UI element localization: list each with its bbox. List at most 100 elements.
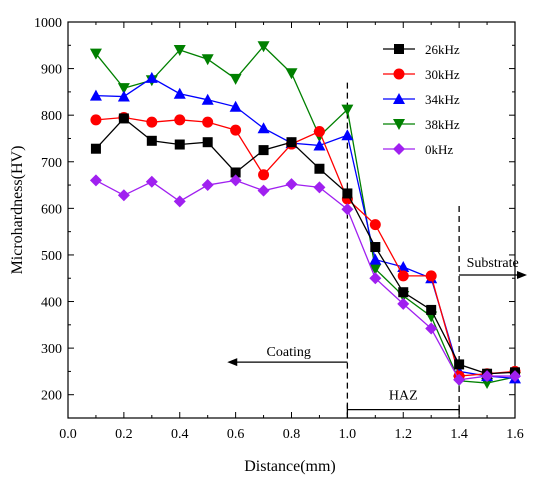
- y-tick-label: 1000: [34, 16, 62, 31]
- data-point-38kHz: [173, 44, 186, 56]
- legend-label: 38kHz: [425, 117, 460, 132]
- x-tick-label: 0.0: [59, 427, 77, 442]
- series-line-26kHz: [95, 117, 516, 375]
- data-point-0kHz: [453, 373, 466, 386]
- data-point-26kHz: [90, 143, 101, 154]
- data-point-38kHz: [89, 48, 102, 60]
- data-point-30kHz: [369, 219, 381, 231]
- data-point-26kHz: [286, 137, 297, 148]
- coating-arrow-head: [227, 358, 238, 367]
- data-point-38kHz: [201, 54, 214, 66]
- data-point-26kHz: [426, 304, 437, 315]
- data-point-38kHz: [341, 104, 354, 116]
- data-point-26kHz: [454, 359, 465, 370]
- x-tick-label: 1.6: [506, 427, 524, 442]
- data-point-34kHz: [229, 100, 242, 112]
- series-line-38kHz: [95, 45, 516, 384]
- data-point-34kHz: [117, 90, 130, 102]
- series-line-0kHz: [95, 179, 515, 381]
- data-point-26kHz: [314, 163, 325, 174]
- data-point-34kHz: [341, 129, 354, 141]
- legend-marker: [393, 143, 405, 155]
- annotation-layer: Coating Substrate HAZ: [227, 82, 527, 418]
- legend-item-0kHz: 0kHz: [383, 142, 453, 157]
- series-30kHz: [90, 112, 521, 382]
- legend-item-30kHz: 30kHz: [383, 67, 460, 82]
- data-point-0kHz: [397, 297, 410, 310]
- data-point-26kHz: [342, 188, 353, 199]
- data-point-34kHz: [201, 93, 214, 105]
- data-point-30kHz: [90, 114, 102, 126]
- data-point-0kHz: [257, 184, 270, 197]
- legend-marker: [393, 68, 405, 80]
- axes-layer: 0.0 0.2 0.4 0.6 0.8 1.0 1.2 1.4 1.6 200 300 400 500 6…: [34, 16, 524, 442]
- y-tick-label: 700: [41, 156, 62, 171]
- data-point-30kHz: [146, 116, 158, 128]
- data-point-0kHz: [285, 178, 298, 191]
- legend-marker: [393, 119, 405, 130]
- data-point-0kHz: [89, 174, 102, 187]
- data-point-0kHz: [481, 370, 494, 383]
- x-tick-label: 0.8: [283, 427, 301, 442]
- coating-label: Coating: [267, 345, 311, 360]
- data-point-30kHz: [174, 114, 186, 126]
- data-point-0kHz: [201, 179, 214, 192]
- legend-label: 34kHz: [425, 92, 460, 107]
- data-point-34kHz: [89, 89, 102, 101]
- legend-marker: [393, 93, 405, 104]
- legend-label: 26kHz: [425, 42, 460, 57]
- y-tick-label: 800: [41, 109, 62, 124]
- x-tick-label: 0.4: [171, 427, 189, 442]
- data-point-0kHz: [145, 175, 158, 188]
- data-point-0kHz: [509, 370, 521, 383]
- x-tick-label: 0.6: [227, 427, 245, 442]
- substrate-arrow-head: [517, 270, 527, 279]
- data-point-34kHz: [313, 139, 326, 151]
- data-point-34kHz: [369, 253, 382, 265]
- y-tick-label: 200: [41, 389, 62, 404]
- y-axis-title: Microhardness(HV): [9, 146, 26, 275]
- legend-marker: [394, 44, 404, 54]
- data-point-30kHz: [202, 116, 214, 128]
- data-point-0kHz: [229, 174, 242, 187]
- legend-item-34kHz: 34kHz: [383, 92, 460, 107]
- data-point-34kHz: [173, 87, 186, 99]
- x-axis-title: Distance(mm): [244, 458, 336, 475]
- series-layer: [89, 41, 521, 390]
- y-tick-label: 900: [41, 63, 62, 78]
- data-point-30kHz: [397, 270, 409, 282]
- series-26kHz: [90, 113, 520, 379]
- y-tick-label: 600: [41, 202, 62, 217]
- x-tick-label: 1.0: [339, 427, 357, 442]
- data-point-26kHz: [258, 145, 269, 156]
- data-point-38kHz: [285, 68, 298, 80]
- data-point-26kHz: [202, 137, 213, 148]
- data-point-26kHz: [230, 167, 241, 178]
- data-point-0kHz: [117, 189, 130, 202]
- data-point-26kHz: [118, 113, 129, 124]
- data-point-0kHz: [313, 181, 326, 194]
- data-point-0kHz: [369, 272, 382, 285]
- y-tick-label: 500: [41, 249, 62, 264]
- data-point-30kHz: [258, 169, 270, 181]
- substrate-label: Substrate: [467, 256, 519, 271]
- data-point-34kHz: [145, 71, 158, 83]
- x-tick-label: 1.4: [450, 427, 468, 442]
- haz-label: HAZ: [389, 389, 418, 404]
- data-point-30kHz: [425, 270, 437, 282]
- x-tick-label: 0.2: [115, 427, 133, 442]
- legend-item-38kHz: 38kHz: [383, 117, 460, 132]
- x-tick-label: 1.2: [395, 427, 413, 442]
- data-point-30kHz: [230, 124, 242, 136]
- data-point-38kHz: [117, 83, 130, 95]
- data-point-38kHz: [229, 73, 242, 85]
- data-point-26kHz: [146, 135, 157, 146]
- data-point-0kHz: [341, 203, 354, 216]
- legend-item-26kHz: 26kHz: [383, 42, 460, 57]
- y-tick-label: 300: [41, 342, 62, 357]
- y-tick-label: 400: [41, 296, 62, 311]
- series-0kHz: [89, 174, 521, 386]
- data-point-0kHz: [173, 195, 186, 208]
- data-point-38kHz: [257, 41, 270, 53]
